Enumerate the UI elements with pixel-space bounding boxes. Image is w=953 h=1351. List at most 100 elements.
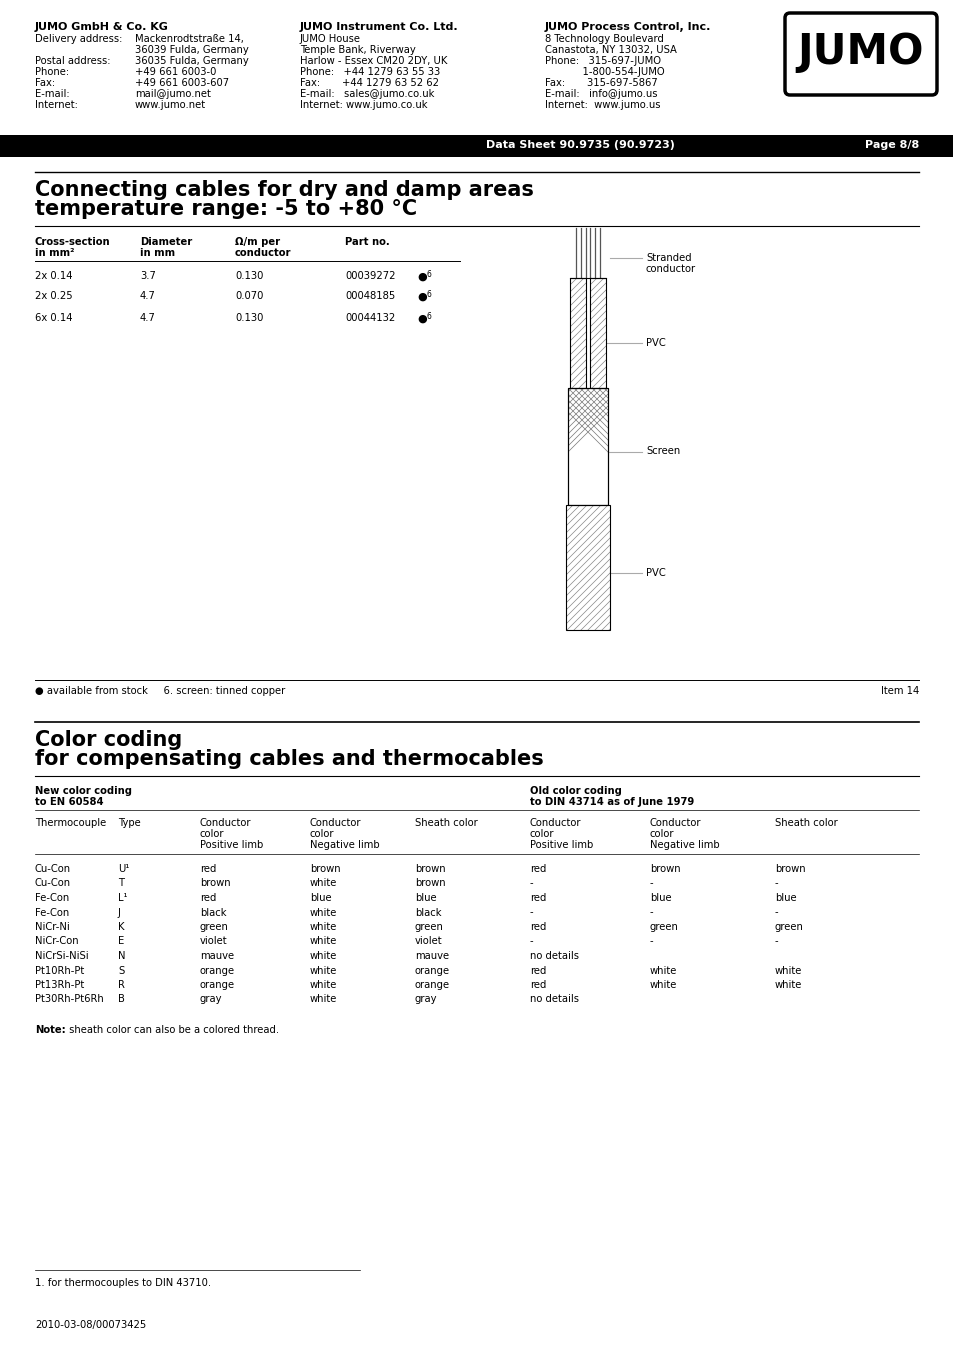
Text: Conductor: Conductor: [530, 817, 581, 828]
Text: 36035 Fulda, Germany: 36035 Fulda, Germany: [135, 55, 249, 66]
Text: white: white: [310, 878, 337, 889]
Text: gray: gray: [200, 994, 222, 1005]
Text: white: white: [310, 966, 337, 975]
Text: Conductor: Conductor: [200, 817, 252, 828]
Text: Item 14: Item 14: [880, 686, 918, 696]
Text: -: -: [649, 908, 653, 917]
Text: Ω/m per: Ω/m per: [234, 236, 280, 247]
Text: conductor: conductor: [234, 249, 292, 258]
Text: L¹: L¹: [118, 893, 128, 902]
Text: Fe-Con: Fe-Con: [35, 893, 70, 902]
Text: black: black: [415, 908, 441, 917]
Bar: [589, 278, 605, 388]
Text: Data Sheet 90.9735 (90.9723): Data Sheet 90.9735 (90.9723): [485, 141, 674, 150]
Text: Screen: Screen: [645, 446, 679, 457]
Text: green: green: [200, 921, 229, 932]
Text: JUMO House: JUMO House: [299, 34, 360, 45]
Text: JUMO Process Control, Inc.: JUMO Process Control, Inc.: [544, 22, 711, 32]
Text: -: -: [774, 908, 778, 917]
Text: in mm: in mm: [140, 249, 175, 258]
Text: Pt30Rh-Pt6Rh: Pt30Rh-Pt6Rh: [35, 994, 104, 1005]
Text: E-mail:   info@jumo.us: E-mail: info@jumo.us: [544, 89, 657, 99]
Text: Fax:       315-697-5867: Fax: 315-697-5867: [544, 78, 657, 88]
Text: 36039 Fulda, Germany: 36039 Fulda, Germany: [135, 45, 249, 55]
Text: ●: ●: [416, 272, 426, 282]
Bar: [567, 388, 607, 505]
Text: temperature range: -5 to +80 °C: temperature range: -5 to +80 °C: [35, 199, 416, 219]
Text: 0.130: 0.130: [234, 313, 263, 323]
Text: conductor: conductor: [645, 263, 696, 274]
Text: Negative limb: Negative limb: [310, 840, 379, 850]
Text: Type: Type: [118, 817, 141, 828]
Text: Fe-Con: Fe-Con: [35, 908, 70, 917]
Text: Note:: Note:: [35, 1025, 66, 1035]
FancyBboxPatch shape: [784, 14, 936, 95]
Text: T: T: [118, 878, 124, 889]
Text: mauve: mauve: [415, 951, 449, 961]
Text: brown: brown: [774, 865, 804, 874]
Text: JUMO GmbH & Co. KG: JUMO GmbH & Co. KG: [35, 22, 169, 32]
Text: Temple Bank, Riverway: Temple Bank, Riverway: [299, 45, 416, 55]
Text: brown: brown: [415, 865, 445, 874]
Text: red: red: [200, 865, 216, 874]
Text: mail@jumo.net: mail@jumo.net: [135, 89, 211, 99]
Text: white: white: [774, 966, 801, 975]
Text: -: -: [649, 936, 653, 947]
Text: -: -: [649, 878, 653, 889]
Text: color: color: [310, 830, 335, 839]
Text: NiCr-Ni: NiCr-Ni: [35, 921, 70, 932]
Text: color: color: [530, 830, 554, 839]
Text: Pt10Rh-Pt: Pt10Rh-Pt: [35, 966, 84, 975]
Text: www.jumo.net: www.jumo.net: [135, 100, 206, 109]
Text: Internet: www.jumo.co.uk: Internet: www.jumo.co.uk: [299, 100, 427, 109]
Text: Positive limb: Positive limb: [200, 840, 263, 850]
Bar: [0, 135, 953, 157]
Text: Internet:  www.jumo.us: Internet: www.jumo.us: [544, 100, 659, 109]
Text: 00044132: 00044132: [345, 313, 395, 323]
Text: New color coding: New color coding: [35, 786, 132, 796]
Text: mauve: mauve: [200, 951, 233, 961]
Text: 6x 0.14: 6x 0.14: [35, 313, 72, 323]
Text: 2010-03-08/00073425: 2010-03-08/00073425: [35, 1320, 146, 1329]
Bar: [589, 278, 605, 388]
Text: J: J: [118, 908, 121, 917]
Text: Diameter: Diameter: [140, 236, 193, 247]
Text: 2x 0.14: 2x 0.14: [35, 272, 72, 281]
Text: PVC: PVC: [645, 338, 665, 349]
Text: Connecting cables for dry and damp areas: Connecting cables for dry and damp areas: [35, 180, 534, 200]
Text: 6: 6: [427, 312, 432, 322]
Text: color: color: [649, 830, 674, 839]
Text: violet: violet: [200, 936, 228, 947]
Text: brown: brown: [200, 878, 231, 889]
Text: green: green: [415, 921, 443, 932]
Text: NiCr-Con: NiCr-Con: [35, 936, 78, 947]
Bar: [569, 278, 585, 388]
Text: red: red: [530, 979, 546, 990]
Text: Phone:: Phone:: [35, 68, 69, 77]
Text: 1-800-554-JUMO: 1-800-554-JUMO: [544, 68, 664, 77]
Text: -: -: [774, 878, 778, 889]
Text: Conductor: Conductor: [310, 817, 361, 828]
Text: Mackenrodtstraße 14,: Mackenrodtstraße 14,: [135, 34, 244, 45]
Text: Stranded: Stranded: [645, 253, 691, 263]
Text: -: -: [530, 908, 533, 917]
Text: 1. for thermocouples to DIN 43710.: 1. for thermocouples to DIN 43710.: [35, 1278, 211, 1288]
Text: PVC: PVC: [645, 567, 665, 577]
Text: -: -: [774, 936, 778, 947]
Text: 3.7: 3.7: [140, 272, 155, 281]
Text: sheath color can also be a colored thread.: sheath color can also be a colored threa…: [66, 1025, 279, 1035]
Text: Positive limb: Positive limb: [530, 840, 593, 850]
Text: E-mail:: E-mail:: [35, 89, 70, 99]
Text: gray: gray: [415, 994, 437, 1005]
Text: blue: blue: [415, 893, 436, 902]
Text: K: K: [118, 921, 125, 932]
Text: brown: brown: [649, 865, 679, 874]
Text: 00039272: 00039272: [345, 272, 395, 281]
Text: B: B: [118, 994, 125, 1005]
Text: S: S: [118, 966, 124, 975]
Text: Postal address:: Postal address:: [35, 55, 111, 66]
Text: Page 8/8: Page 8/8: [863, 141, 918, 150]
Text: Canastota, NY 13032, USA: Canastota, NY 13032, USA: [544, 45, 677, 55]
Text: R: R: [118, 979, 125, 990]
Text: 4.7: 4.7: [140, 290, 155, 301]
